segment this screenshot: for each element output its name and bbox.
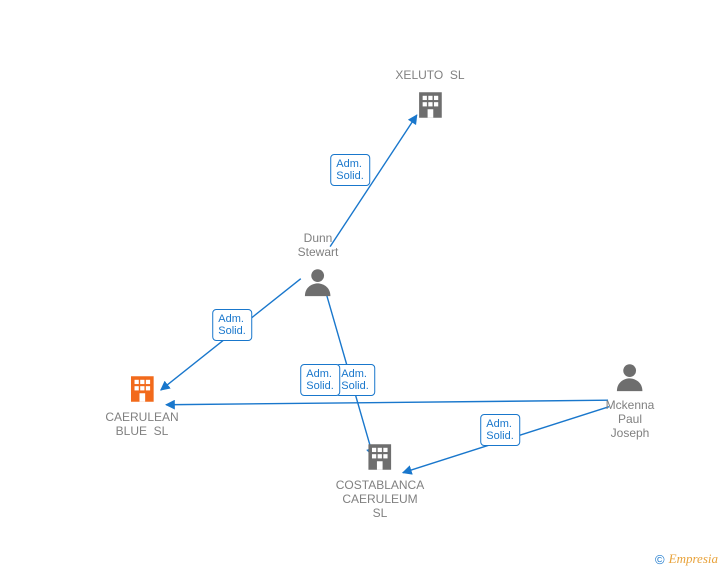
watermark-brand: Empresia <box>669 551 718 567</box>
node-label-mckenna: Mckenna Paul Joseph <box>606 398 655 440</box>
building-icon <box>125 372 159 406</box>
node-icon-xeluto <box>395 88 464 122</box>
copyright-symbol: © <box>655 552 665 567</box>
edge-badge-4[interactable]: Adm. Solid. <box>480 414 520 446</box>
building-icon <box>363 440 397 474</box>
node-label-xeluto: XELUTO SL <box>395 68 464 82</box>
diagram-stage: XELUTO SL Dunn Stewart Mckenna Paul Jose… <box>0 0 728 575</box>
node-xeluto[interactable]: XELUTO SL <box>395 68 464 122</box>
edge-badge-3[interactable]: Adm. Solid. <box>300 364 340 396</box>
edge-badge-0[interactable]: Adm. Solid. <box>330 154 370 186</box>
person-icon <box>613 360 647 394</box>
node-icon-caerulean <box>105 372 178 406</box>
node-caerulean[interactable]: CAERULEAN BLUE SL <box>105 372 178 438</box>
edge-mckenna-caerulean <box>166 400 608 405</box>
node-label-costablanca: COSTABLANCA CAERULEUM SL <box>336 478 424 520</box>
node-label-caerulean: CAERULEAN BLUE SL <box>105 410 178 438</box>
building-icon <box>413 88 447 122</box>
edge-badge-2[interactable]: Adm. Solid. <box>335 364 375 396</box>
person-icon <box>301 265 335 299</box>
node-mckenna[interactable]: Mckenna Paul Joseph <box>606 360 655 440</box>
node-label-dunn: Dunn Stewart <box>298 231 339 259</box>
edge-badge-1[interactable]: Adm. Solid. <box>212 309 252 341</box>
node-icon-dunn <box>298 265 339 299</box>
node-icon-costablanca <box>336 440 424 474</box>
node-icon-mckenna <box>606 360 655 394</box>
node-dunn[interactable]: Dunn Stewart <box>298 231 339 299</box>
node-costablanca[interactable]: COSTABLANCA CAERULEUM SL <box>336 440 424 520</box>
watermark: © Empresia <box>655 551 718 567</box>
